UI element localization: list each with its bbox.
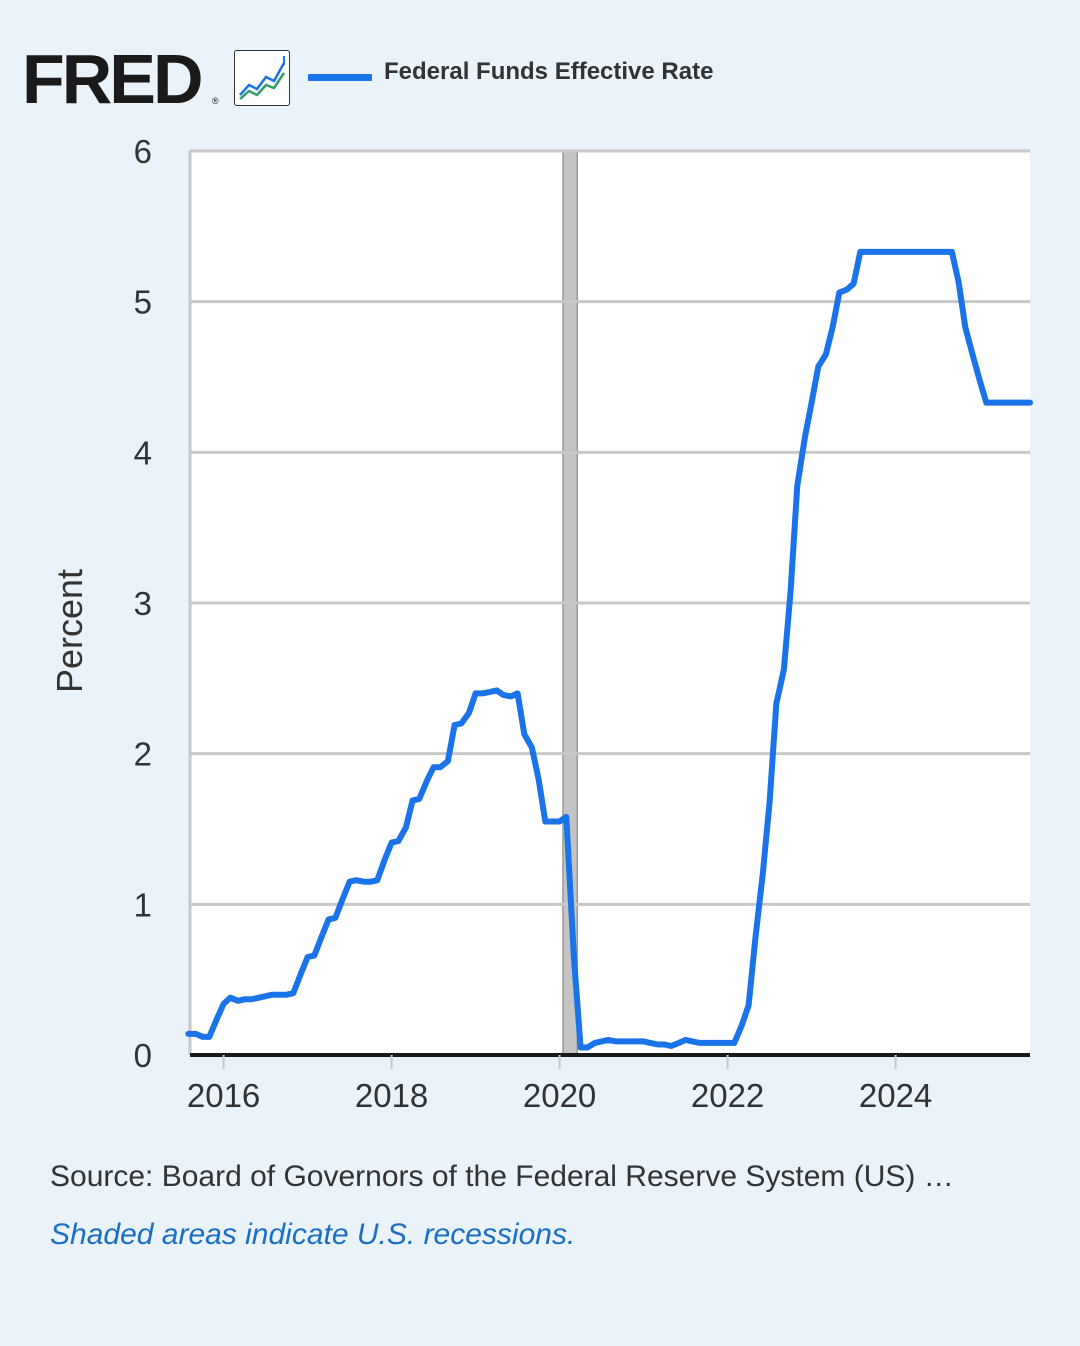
y-tick-label: 3 [134, 585, 152, 622]
recession-note[interactable]: Shaded areas indicate U.S. recessions. [50, 1218, 576, 1251]
y-axis-title: Percent [49, 569, 90, 693]
data-line [185, 248, 1033, 1051]
registered-mark: ® [212, 96, 219, 106]
y-tick-label: 1 [134, 886, 152, 923]
line-chart-icon[interactable] [234, 50, 290, 106]
fred-logo[interactable]: FRED [22, 40, 204, 118]
x-tick-label: 2022 [691, 1077, 764, 1114]
legend-label: Federal Funds Effective Rate [384, 58, 714, 85]
y-tick-label: 5 [134, 284, 152, 321]
y-tick-label: 6 [134, 133, 152, 170]
legend-swatch [308, 74, 372, 81]
x-tick-label: 2024 [859, 1077, 932, 1114]
y-tick-label: 2 [134, 736, 152, 773]
y-tick-label: 4 [134, 434, 152, 471]
x-tick-label: 2020 [523, 1077, 596, 1114]
x-tick-label: 2016 [187, 1077, 260, 1114]
line-chart: 0 1 2 3 4 5 6 Percent 2016 2018 2020 2022 2024 [49, 133, 1033, 1114]
x-tick-label: 2018 [355, 1077, 428, 1114]
y-tick-label: 0 [134, 1037, 152, 1074]
source-note[interactable]: Source: Board of Governors of the Federa… [50, 1160, 954, 1193]
chart-header: FRED ® Federal Funds Effective Rate [22, 44, 1022, 114]
